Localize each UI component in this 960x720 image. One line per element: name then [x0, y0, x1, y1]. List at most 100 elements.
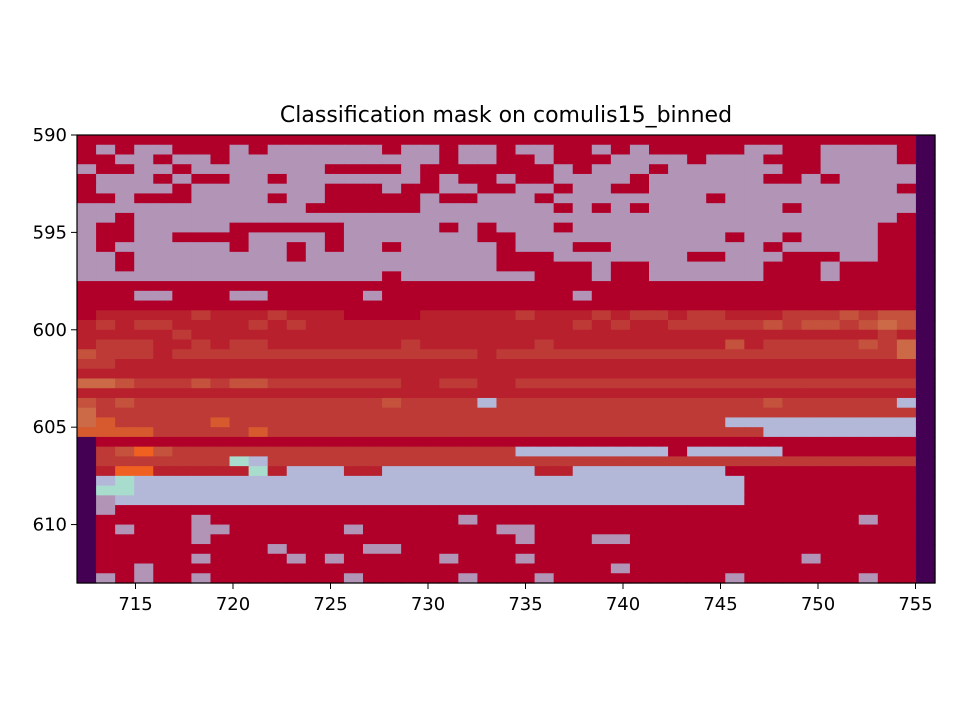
heatmap-cell: [134, 222, 154, 233]
heatmap-cell: [248, 368, 269, 380]
heatmap-cell: [382, 388, 402, 399]
heatmap-cell: [610, 135, 631, 146]
heatmap-cell: [782, 368, 803, 380]
heatmap-cell: [382, 397, 402, 409]
heatmap-cell: [782, 573, 803, 584]
heatmap-cell: [153, 553, 173, 565]
heatmap-cell: [629, 505, 650, 516]
heatmap-cell: [725, 329, 745, 341]
heatmap-cell: [343, 135, 364, 146]
heatmap-cell: [324, 378, 345, 389]
heatmap-cell: [553, 495, 574, 506]
heatmap-cell: [591, 417, 612, 428]
heatmap-cell: [591, 495, 612, 506]
heatmap-cell: [668, 329, 688, 341]
heatmap-cell: [572, 232, 593, 243]
heatmap-cell: [172, 397, 192, 409]
heatmap-cell: [477, 573, 498, 584]
heatmap-cell: [839, 251, 860, 263]
heatmap-cell: [96, 505, 116, 516]
heatmap-cell: [248, 193, 269, 204]
heatmap-cell: [363, 242, 383, 253]
heatmap-cell: [744, 495, 764, 506]
heatmap-cell: [77, 514, 97, 526]
heatmap-cell: [191, 320, 212, 331]
heatmap-cell: [572, 203, 593, 214]
heatmap-cell: [324, 427, 345, 438]
heatmap-cell: [515, 251, 536, 263]
heatmap-cell: [877, 407, 898, 419]
heatmap-cell: [324, 407, 345, 419]
x-tick-label: 750: [801, 594, 835, 615]
heatmap-cell: [439, 329, 459, 341]
heatmap-cell: [553, 514, 574, 526]
heatmap-cell: [610, 485, 631, 496]
heatmap-cell: [801, 378, 822, 389]
heatmap-cell: [553, 524, 574, 535]
heatmap-cell: [629, 144, 650, 156]
heatmap-cell: [401, 563, 421, 574]
heatmap-cell: [534, 514, 555, 526]
heatmap-cell: [801, 397, 822, 409]
heatmap-cell: [725, 563, 745, 574]
heatmap-cell: [77, 534, 97, 545]
heatmap-cell: [858, 183, 879, 195]
heatmap-cell: [267, 329, 288, 341]
heatmap-cell: [572, 524, 593, 535]
heatmap-cell: [629, 349, 650, 360]
heatmap-cell: [725, 368, 745, 380]
heatmap-cell: [458, 232, 478, 243]
heatmap-cell: [382, 466, 402, 477]
heatmap-cell: [96, 203, 116, 214]
heatmap-cell: [572, 368, 593, 380]
heatmap-cell: [801, 495, 822, 506]
heatmap-cell: [496, 320, 517, 331]
heatmap-cell: [896, 212, 917, 224]
heatmap-cell: [248, 514, 269, 526]
heatmap-cell: [629, 164, 650, 175]
heatmap-cell: [782, 359, 803, 370]
heatmap-cell: [915, 320, 936, 331]
heatmap-cell: [96, 320, 116, 331]
heatmap-cell: [649, 436, 669, 448]
heatmap-cell: [305, 222, 326, 233]
heatmap-cell: [286, 261, 307, 272]
heatmap-cell: [115, 320, 135, 331]
heatmap-cell: [267, 135, 288, 146]
heatmap-cell: [629, 359, 650, 370]
heatmap-cell: [763, 553, 784, 565]
heatmap-cell: [363, 349, 383, 360]
heatmap-cell: [172, 553, 192, 565]
heatmap-cell: [820, 505, 841, 516]
heatmap-cell: [706, 407, 726, 419]
heatmap-cell: [153, 203, 173, 214]
heatmap-cell: [763, 154, 784, 165]
heatmap-cell: [782, 164, 803, 175]
heatmap-cell: [153, 290, 173, 302]
heatmap-cell: [420, 349, 440, 360]
heatmap-cell: [820, 320, 841, 331]
heatmap-cell: [401, 534, 421, 545]
heatmap-cell: [382, 485, 402, 496]
heatmap-cell: [649, 495, 669, 506]
heatmap-cell: [896, 359, 917, 370]
heatmap-cell: [458, 436, 478, 448]
heatmap-cell: [324, 203, 345, 214]
heatmap-cell: [572, 329, 593, 341]
heatmap-cell: [458, 407, 478, 419]
heatmap-cell: [229, 329, 250, 341]
heatmap-cell: [915, 135, 936, 146]
heatmap-cell: [496, 466, 517, 477]
heatmap-cell: [458, 261, 478, 272]
heatmap-cell: [782, 281, 803, 292]
heatmap-cell: [782, 524, 803, 535]
heatmap-cell: [553, 359, 574, 370]
heatmap-cell: [343, 436, 364, 448]
heatmap-cell: [553, 212, 574, 224]
heatmap-cell: [439, 524, 459, 535]
heatmap-cell: [763, 495, 784, 506]
heatmap-cell: [324, 310, 345, 321]
heatmap-cell: [324, 514, 345, 526]
heatmap-cell: [896, 164, 917, 175]
heatmap-cell: [839, 212, 860, 224]
